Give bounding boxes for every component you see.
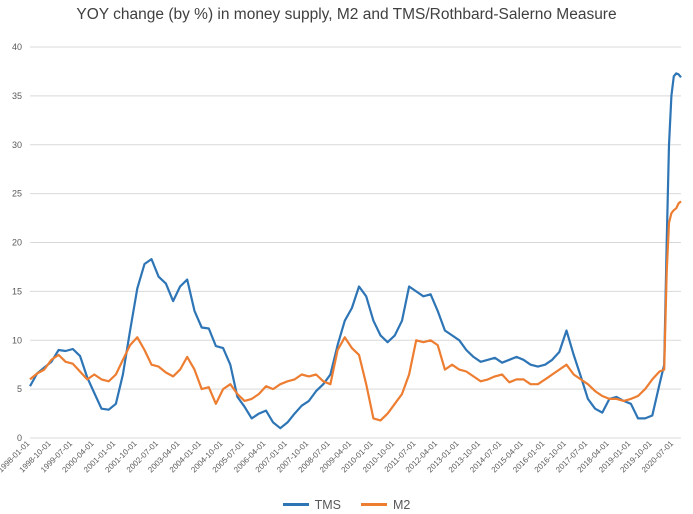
legend-label: M2 <box>393 497 411 512</box>
y-tick-label: 10 <box>12 335 22 345</box>
y-axis-ticks: 0 5 10 15 20 25 30 35 40 <box>12 42 22 443</box>
y-tick-label: 25 <box>12 189 22 199</box>
legend-label: TMS <box>314 497 341 512</box>
y-tick-label: 20 <box>12 238 22 248</box>
gridlines <box>30 46 681 439</box>
series-line-m2 <box>29 200 682 422</box>
y-tick-label: 5 <box>17 384 22 394</box>
legend-swatch <box>361 503 387 506</box>
series-line-tms <box>29 72 682 430</box>
chart-title: YOY change (by %) in money supply, M2 an… <box>76 6 617 23</box>
legend: TMS M2 <box>0 495 693 512</box>
legend-swatch <box>282 503 309 506</box>
series-lines <box>29 72 682 430</box>
legend-item-m2: M2 <box>361 498 410 512</box>
y-tick-label: 0 <box>17 433 22 443</box>
x-axis-ticks: 1998-01-011998-10-011999-07-012000-04-01… <box>0 439 676 475</box>
y-tick-label: 30 <box>12 140 22 150</box>
legend-item-tms: TMS <box>282 497 341 512</box>
y-tick-label: 35 <box>12 91 22 101</box>
y-tick-label: 15 <box>12 286 22 296</box>
y-tick-label: 40 <box>12 42 22 52</box>
line-chart: 0 5 10 15 20 25 30 35 40 1998-01-011998-10-01199… <box>0 42 682 475</box>
